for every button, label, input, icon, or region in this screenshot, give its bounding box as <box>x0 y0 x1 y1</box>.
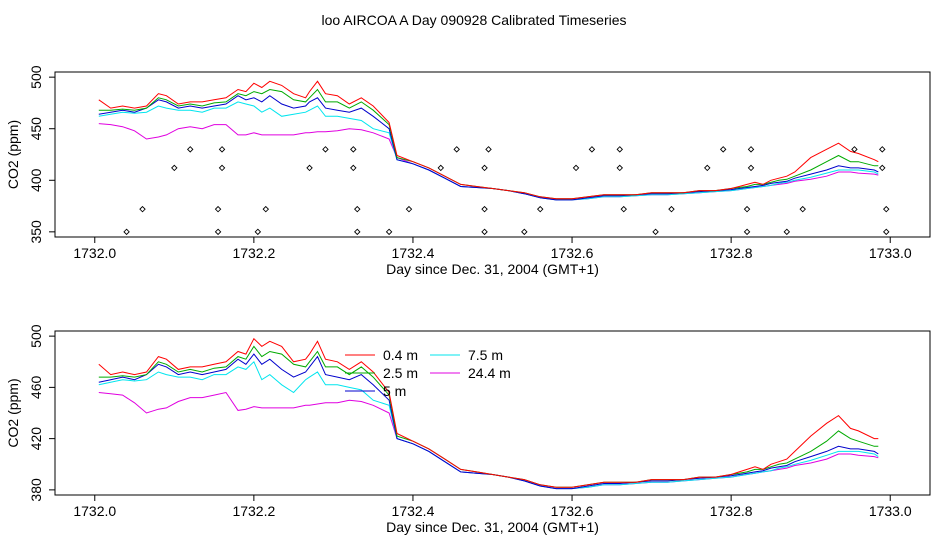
scatter-marker <box>883 205 890 213</box>
scatter-marker <box>405 205 413 213</box>
y-axis-label: CO2 (ppm) <box>5 378 21 447</box>
scatter-marker <box>350 146 357 153</box>
plot-frame <box>54 330 931 496</box>
x-tick-label: 1732.2 <box>232 503 275 519</box>
scatter-marker <box>437 164 445 172</box>
scatter-marker <box>743 205 751 213</box>
scatter-marker <box>652 228 659 236</box>
plot-frame <box>54 71 931 238</box>
x-tick-label: 1733.0 <box>869 503 912 519</box>
scatter-marker <box>879 164 886 172</box>
scatter-marker <box>521 228 528 236</box>
x-tick-label: 1733.0 <box>869 245 912 261</box>
y-tick-label: 450 <box>28 117 44 141</box>
scatter-marker <box>616 146 624 153</box>
x-tick-label: 1732.6 <box>551 503 594 519</box>
scatter-marker <box>481 164 488 172</box>
scatter-marker <box>214 228 222 236</box>
series-line-0-4-m <box>98 80 879 200</box>
scatter-marker <box>536 205 544 213</box>
y-tick-label: 460 <box>28 375 44 399</box>
scatter-marker <box>254 228 262 236</box>
x-tick-label: 1732.8 <box>710 245 753 261</box>
scatter-marker <box>186 146 194 153</box>
scatter-marker <box>481 205 488 213</box>
top-panel: 1732.0 1732.2 1732.4 1732.6 1732.8 1733.0 350 4… <box>5 65 931 277</box>
scatter-marker <box>385 228 393 236</box>
legend-label: 0.4 m <box>383 347 418 363</box>
series-line-5-m <box>98 95 879 201</box>
y-tick-label: 350 <box>28 220 44 244</box>
x-tick-label: 1732.8 <box>710 503 753 519</box>
scatter-marker <box>572 164 580 172</box>
y-tick-label: 500 <box>28 65 44 89</box>
scatter-marker <box>453 146 460 153</box>
scatter-marker <box>620 205 627 213</box>
scatter-marker <box>616 164 624 172</box>
x-tick-label: 1732.0 <box>73 245 116 261</box>
scatter-marker <box>262 205 270 213</box>
y-tick-label: 500 <box>28 324 44 348</box>
scatter-marker <box>799 205 806 213</box>
x-tick-label: 1732.4 <box>392 503 435 519</box>
legend-label: 2.5 m <box>383 365 418 381</box>
y-axis-label: CO2 (ppm) <box>5 120 21 189</box>
scatter-marker <box>218 164 226 172</box>
scatter-marker <box>883 228 890 236</box>
scatter-marker <box>214 205 222 213</box>
scatter-marker <box>783 228 791 236</box>
scatter-marker <box>306 164 313 172</box>
scatter-marker <box>879 146 886 153</box>
scatter-marker <box>123 228 130 236</box>
x-tick-label: 1732.4 <box>392 245 435 261</box>
scatter-marker <box>743 228 751 236</box>
scatter-marker <box>747 146 755 153</box>
scatter-marker <box>350 164 357 172</box>
scatter-marker <box>747 164 755 172</box>
x-axis-label: Day since Dec. 31, 2004 (GMT+1) <box>386 261 599 277</box>
series-line-5-m <box>98 353 879 490</box>
scatter-marker <box>322 146 329 153</box>
legend-label: 24.4 m <box>468 365 511 381</box>
legend-label: 5 m <box>383 383 406 399</box>
scatter-marker <box>588 146 596 153</box>
scatter-marker <box>218 146 226 153</box>
y-tick-label: 420 <box>28 427 44 451</box>
scatter-marker <box>139 205 146 213</box>
scatter-marker <box>481 228 488 236</box>
scatter-marker <box>171 164 178 172</box>
scatter-marker <box>719 146 727 153</box>
series-line-0-4-m <box>98 337 879 488</box>
x-tick-label: 1732.0 <box>73 503 116 519</box>
scatter-marker <box>485 146 492 153</box>
y-tick-label: 400 <box>28 168 44 192</box>
x-tick-label: 1732.6 <box>551 245 594 261</box>
scatter-marker <box>354 205 361 213</box>
scatter-marker <box>851 146 858 153</box>
x-tick-label: 1732.2 <box>232 245 275 261</box>
scatter-marker <box>668 205 675 213</box>
chart-title: loo AIRCOA A Day 090928 Calibrated Times… <box>321 12 626 28</box>
scatter-marker <box>704 164 711 172</box>
y-tick-label: 380 <box>28 478 44 502</box>
scatter-marker <box>354 228 361 236</box>
legend-label: 7.5 m <box>468 347 503 363</box>
x-axis-label: Day since Dec. 31, 2004 (GMT+1) <box>386 519 599 535</box>
bottom-panel: 1732.0 1732.2 1732.4 1732.6 1732.8 1733.0 380 4… <box>5 324 931 535</box>
